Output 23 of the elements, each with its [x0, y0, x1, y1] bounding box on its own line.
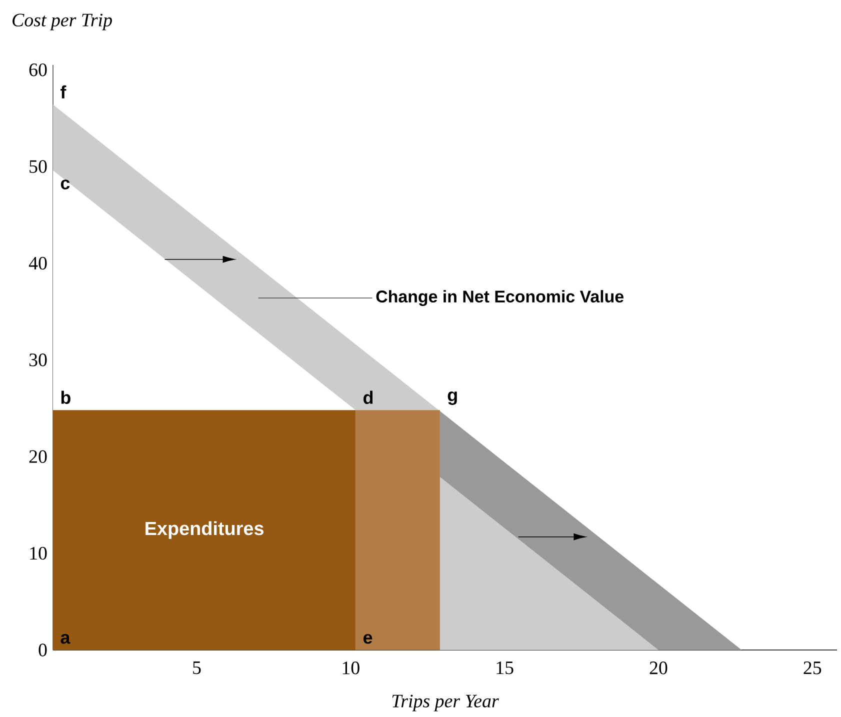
x-tick-label: 5	[193, 662, 201, 674]
y-tick-label: 40	[28, 256, 47, 270]
annotation: g	[448, 391, 457, 405]
annotation: a	[60, 634, 70, 644]
series-label: Expenditures	[146, 521, 264, 539]
y-tick-label: 30	[29, 354, 47, 366]
y-tick-label: 10	[30, 546, 47, 560]
y-tick-label: 50	[30, 160, 47, 173]
annotation: c	[60, 180, 70, 190]
annotation: d	[364, 390, 373, 404]
annotation: b	[61, 390, 70, 404]
x-axis-title: Trips per Year	[392, 694, 499, 712]
x-tick-label: 20	[650, 662, 668, 674]
y-axis-title: Cost per Trip	[12, 14, 112, 30]
y-tick-label: 60	[29, 63, 47, 76]
annotation: f	[60, 85, 66, 98]
x-tick-label: 15	[496, 662, 514, 674]
annotation: Change in Net Economic Value	[376, 290, 624, 306]
y-tick-label: 20	[29, 450, 47, 463]
annotation: e	[363, 634, 372, 644]
y-tick-label: 0	[38, 644, 47, 656]
x-tick-label: 25	[804, 662, 822, 674]
x-tick-label: 10	[342, 662, 360, 674]
